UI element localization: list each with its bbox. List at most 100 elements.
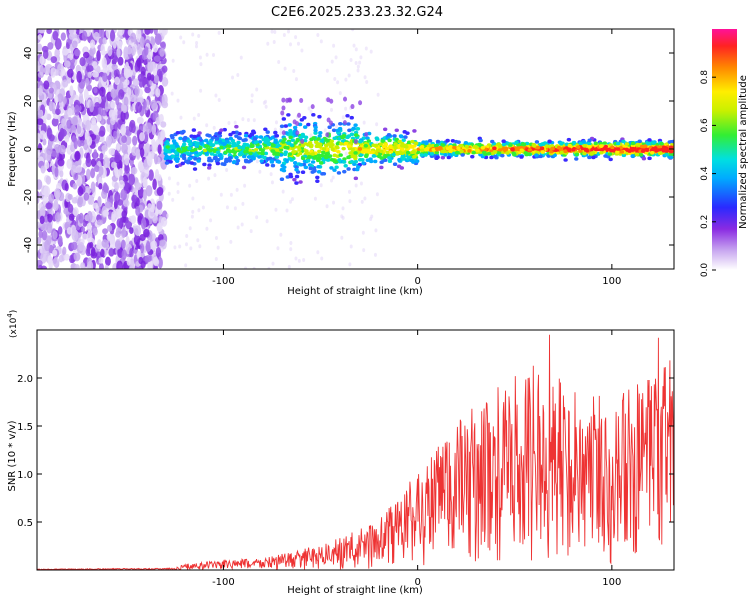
band-speckle: [337, 158, 342, 162]
sparse-speckle: [171, 197, 175, 202]
noise-speckle: [57, 93, 64, 103]
noise-speckle: [104, 264, 109, 269]
band-speckle: [288, 174, 294, 179]
sparse-speckle: [373, 252, 377, 257]
noise-speckle: [156, 186, 164, 197]
sparse-speckle: [359, 55, 363, 60]
band-speckle: [589, 152, 594, 156]
noise-speckle: [134, 225, 142, 236]
snr-multiplier: (x104): [6, 310, 19, 338]
noise-speckle: [58, 144, 66, 155]
band-speckle: [355, 165, 361, 169]
band-speckle: [394, 137, 399, 142]
band-speckle: [274, 133, 280, 138]
sparse-speckle: [283, 66, 287, 71]
sparse-speckle: [199, 62, 203, 67]
band-speckle: [329, 139, 334, 144]
noise-speckle: [97, 196, 102, 208]
band-speckle: [332, 168, 337, 172]
band-speckle: [397, 139, 402, 144]
band-speckle: [347, 128, 352, 133]
noise-speckle: [149, 29, 154, 34]
band-speckle: [578, 149, 583, 153]
noise-speckle: [72, 183, 78, 190]
band-speckle: [327, 125, 332, 130]
sparse-speckle: [347, 189, 351, 194]
band-speckle: [187, 156, 193, 161]
sparse-speckle: [214, 256, 218, 261]
band-speckle: [206, 166, 212, 170]
band-speckle: [419, 144, 425, 149]
band-speckle: [231, 141, 236, 146]
band-speckle: [581, 139, 586, 144]
band-speckle: [361, 161, 366, 165]
sparse-speckle: [173, 245, 177, 250]
band-speckle: [215, 150, 221, 155]
band-speckle: [371, 154, 377, 158]
band-speckle: [338, 153, 343, 157]
noise-speckle: [86, 168, 91, 181]
band-speckle: [204, 151, 209, 155]
band-speckle: [260, 148, 265, 153]
band-speckle: [300, 138, 305, 144]
sparse-speckle: [279, 131, 283, 136]
band-speckle: [630, 141, 636, 146]
band-speckle: [181, 142, 187, 147]
noise-speckle: [57, 226, 63, 235]
spectrogram-x-label: Height of straight line (km): [287, 286, 423, 297]
noise-speckle: [132, 78, 140, 87]
noise-speckle: [63, 253, 70, 261]
band-speckle: [188, 142, 193, 147]
band-speckle: [338, 121, 343, 126]
band-speckle: [270, 149, 275, 153]
noise-speckle: [59, 127, 65, 140]
sparse-speckle: [361, 230, 365, 235]
sparse-speckle: [362, 248, 366, 253]
noise-speckle: [69, 85, 74, 97]
band-speckle: [263, 140, 268, 144]
band-speckle: [321, 147, 327, 151]
band-speckle: [368, 157, 373, 161]
band-speckle: [379, 149, 384, 154]
noise-speckle: [64, 134, 70, 143]
noise-speckle: [142, 99, 147, 110]
band-speckle: [591, 155, 596, 160]
sparse-speckle: [219, 192, 223, 197]
noise-speckle: [148, 169, 154, 181]
band-speckle: [236, 140, 241, 145]
band-speckle: [635, 142, 641, 147]
noise-speckle: [117, 40, 123, 48]
snr-x-tick-label: -100: [212, 577, 235, 588]
noise-speckle: [101, 109, 107, 117]
band-speckle: [593, 141, 598, 146]
band-speckle: [274, 155, 280, 159]
band-speckle: [538, 154, 543, 159]
band-speckle: [423, 153, 428, 157]
band-speckle: [363, 143, 368, 148]
band-speckle: [298, 151, 303, 156]
band-speckle: [497, 148, 503, 152]
band-speckle: [438, 145, 443, 150]
band-speckle: [501, 142, 507, 147]
band-speckle: [362, 149, 367, 154]
noise-speckle: [134, 85, 140, 97]
noise-speckle: [114, 154, 121, 163]
noise-speckle: [103, 157, 110, 169]
band-speckle: [168, 159, 173, 164]
noise-speckle: [144, 86, 151, 94]
noise-speckle: [98, 86, 106, 97]
noise-speckle: [71, 40, 78, 49]
band-speckle: [324, 138, 329, 142]
noise-speckle: [88, 195, 95, 206]
sparse-speckle: [274, 207, 278, 212]
band-speckle: [563, 149, 568, 153]
band-speckle: [215, 161, 221, 166]
band-speckle: [195, 141, 200, 145]
sparse-speckle: [344, 77, 348, 82]
sparse-speckle: [335, 124, 339, 129]
noise-speckle: [76, 164, 83, 173]
band-speckle: [275, 159, 280, 164]
band-speckle: [388, 150, 394, 154]
noise-speckle: [78, 241, 85, 252]
band-speckle: [196, 159, 201, 163]
